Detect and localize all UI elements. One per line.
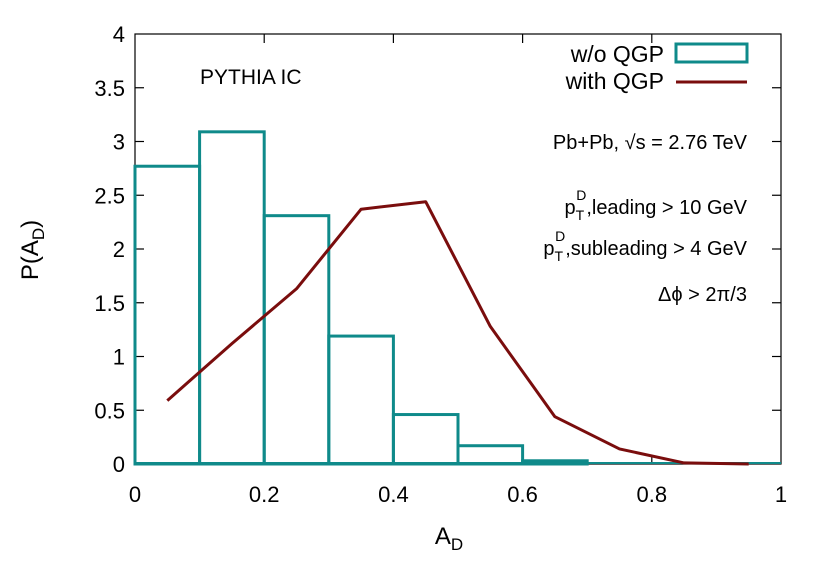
y-tick-label: 2.5 — [94, 183, 125, 208]
series-line — [166, 200, 749, 466]
y-tick-label: 0.5 — [94, 398, 125, 423]
histogram-bar — [262, 214, 331, 466]
y-tick-label: 1.5 — [94, 291, 125, 316]
x-tick-label: 0 — [129, 482, 141, 507]
y-tick-label: 3.5 — [94, 76, 125, 101]
x-axis-label: AD — [435, 523, 463, 554]
x-tick-label: 0.6 — [507, 482, 538, 507]
x-tick-label: 0.2 — [249, 482, 280, 507]
y-tick-label: 0 — [113, 452, 125, 477]
histogram-bar — [391, 413, 460, 466]
series-histogram — [133, 130, 781, 466]
series-line-withqgp — [166, 200, 749, 466]
legend-label-withqgp: with QGP — [565, 68, 664, 94]
x-tick-label: 0.8 — [637, 482, 668, 507]
annotation-dphi: Δϕ > 2π/3 — [658, 284, 747, 306]
legend-label-woqgp: w/o QGP — [570, 41, 664, 67]
histogram-bar — [133, 164, 202, 466]
x-tick-label: 1 — [775, 482, 787, 507]
legend-swatch-woqgp — [674, 42, 749, 64]
histogram-bar — [327, 334, 395, 466]
histogram-bar — [198, 130, 266, 466]
x-tick-label: 0.4 — [378, 482, 409, 507]
y-axis-label: P(AD) — [17, 220, 48, 280]
legend: w/o QGP with QGP — [565, 41, 749, 94]
annotation-cut-leading: pTD,leading > 10 GeV — [565, 187, 748, 223]
annotation-cut-subleading: pTD,subleading > 4 GeV — [543, 228, 747, 264]
histogram-bar — [456, 444, 525, 466]
annotation-system: Pb+Pb, √s = 2.76 TeV — [553, 132, 748, 154]
y-tick-label: 4 — [113, 22, 125, 47]
annotation-model: PYTHIA IC — [200, 66, 302, 89]
y-tick-label: 2 — [113, 237, 125, 262]
y-tick-label: 3 — [113, 130, 125, 155]
y-tick-label: 1 — [113, 345, 125, 370]
axis-ticks: 0 0.2 0.4 0.6 0.8 1 0 0.5 1 1.5 2 2.5 3 3.5 4 — [94, 22, 787, 507]
